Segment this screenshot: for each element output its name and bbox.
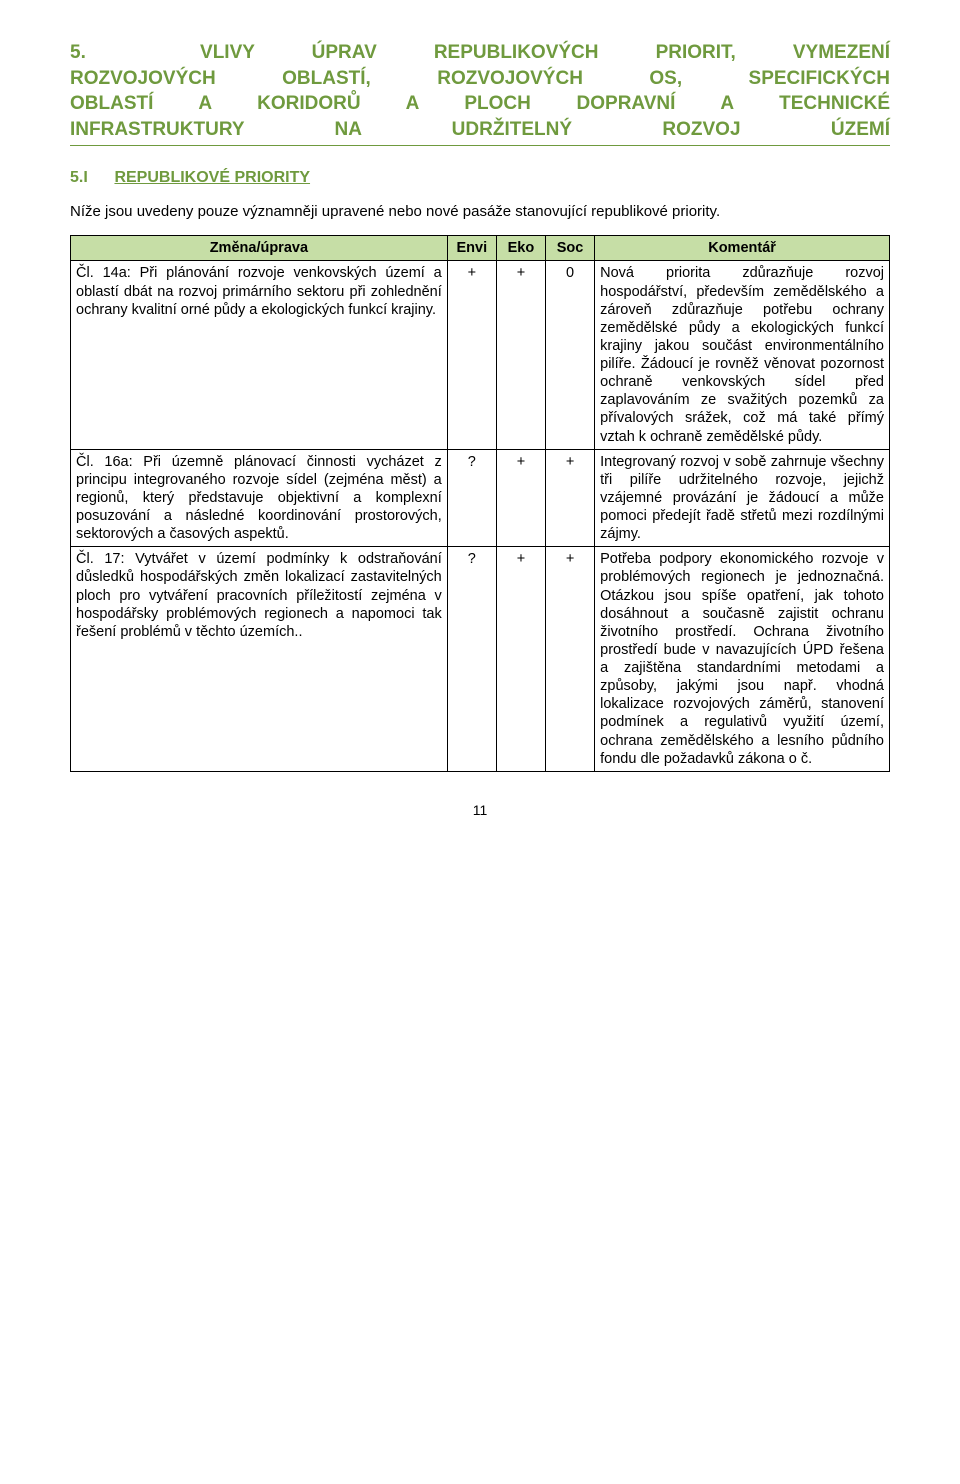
page-number: 11 [70,802,890,820]
sub-heading-label: REPUBLIKOVÉ PRIORITY [114,169,310,186]
col-envi: Envi [447,236,496,261]
priorities-table: Změna/úprava Envi Eko Soc Komentář Čl. 1… [70,235,890,772]
col-comment: Komentář [595,236,890,261]
cell-comment: Nová priorita zdůrazňuje rozvoj hospodář… [595,261,890,449]
section-heading-num: 5. [70,42,86,63]
cell-eko: + [496,547,545,772]
cell-envi: ? [447,449,496,547]
sub-heading: 5.I REPUBLIKOVÉ PRIORITY [70,168,890,188]
table-row: Čl. 16a: Při územně plánovací činnosti v… [71,449,890,547]
table-row: Čl. 17: Vytvářet v území podmínky k odst… [71,547,890,772]
cell-soc: + [546,547,595,772]
cell-envi: + [447,261,496,449]
section-heading: 5. VLIVY ÚPRAV REPUBLIKOVÝCH PRIORIT, VY… [70,40,890,146]
section-heading-line4: INFRASTRUKTURY NA UDRŽITELNÝ ROZVOJ ÚZEM… [70,117,890,143]
cell-eko: + [496,261,545,449]
cell-soc: 0 [546,261,595,449]
col-eko: Eko [496,236,545,261]
sub-heading-num: 5.I [70,168,110,188]
cell-change: Čl. 16a: Při územně plánovací činnosti v… [71,449,448,547]
intro-paragraph: Níže jsou uvedeny pouze významněji uprav… [70,203,890,222]
table-row: Čl. 14a: Při plánování rozvoje venkovský… [71,261,890,449]
section-heading-line2: ROZVOJOVÝCH OBLASTÍ, ROZVOJOVÝCH OS, SPE… [70,66,890,92]
col-change: Změna/úprava [71,236,448,261]
cell-comment: Potřeba podpory ekonomického rozvoje v p… [595,547,890,772]
cell-change: Čl. 17: Vytvářet v území podmínky k odst… [71,547,448,772]
cell-change: Čl. 14a: Při plánování rozvoje venkovský… [71,261,448,449]
cell-comment: Integrovaný rozvoj v sobě zahrnuje všech… [595,449,890,547]
section-heading-line1: VLIVY ÚPRAV REPUBLIKOVÝCH PRIORIT, VYMEZ… [200,42,890,63]
cell-soc: + [546,449,595,547]
cell-envi: ? [447,547,496,772]
cell-eko: + [496,449,545,547]
section-heading-line3: OBLASTÍ A KORIDORŮ A PLOCH DOPRAVNÍ A TE… [70,91,890,117]
table-header-row: Změna/úprava Envi Eko Soc Komentář [71,236,890,261]
col-soc: Soc [546,236,595,261]
